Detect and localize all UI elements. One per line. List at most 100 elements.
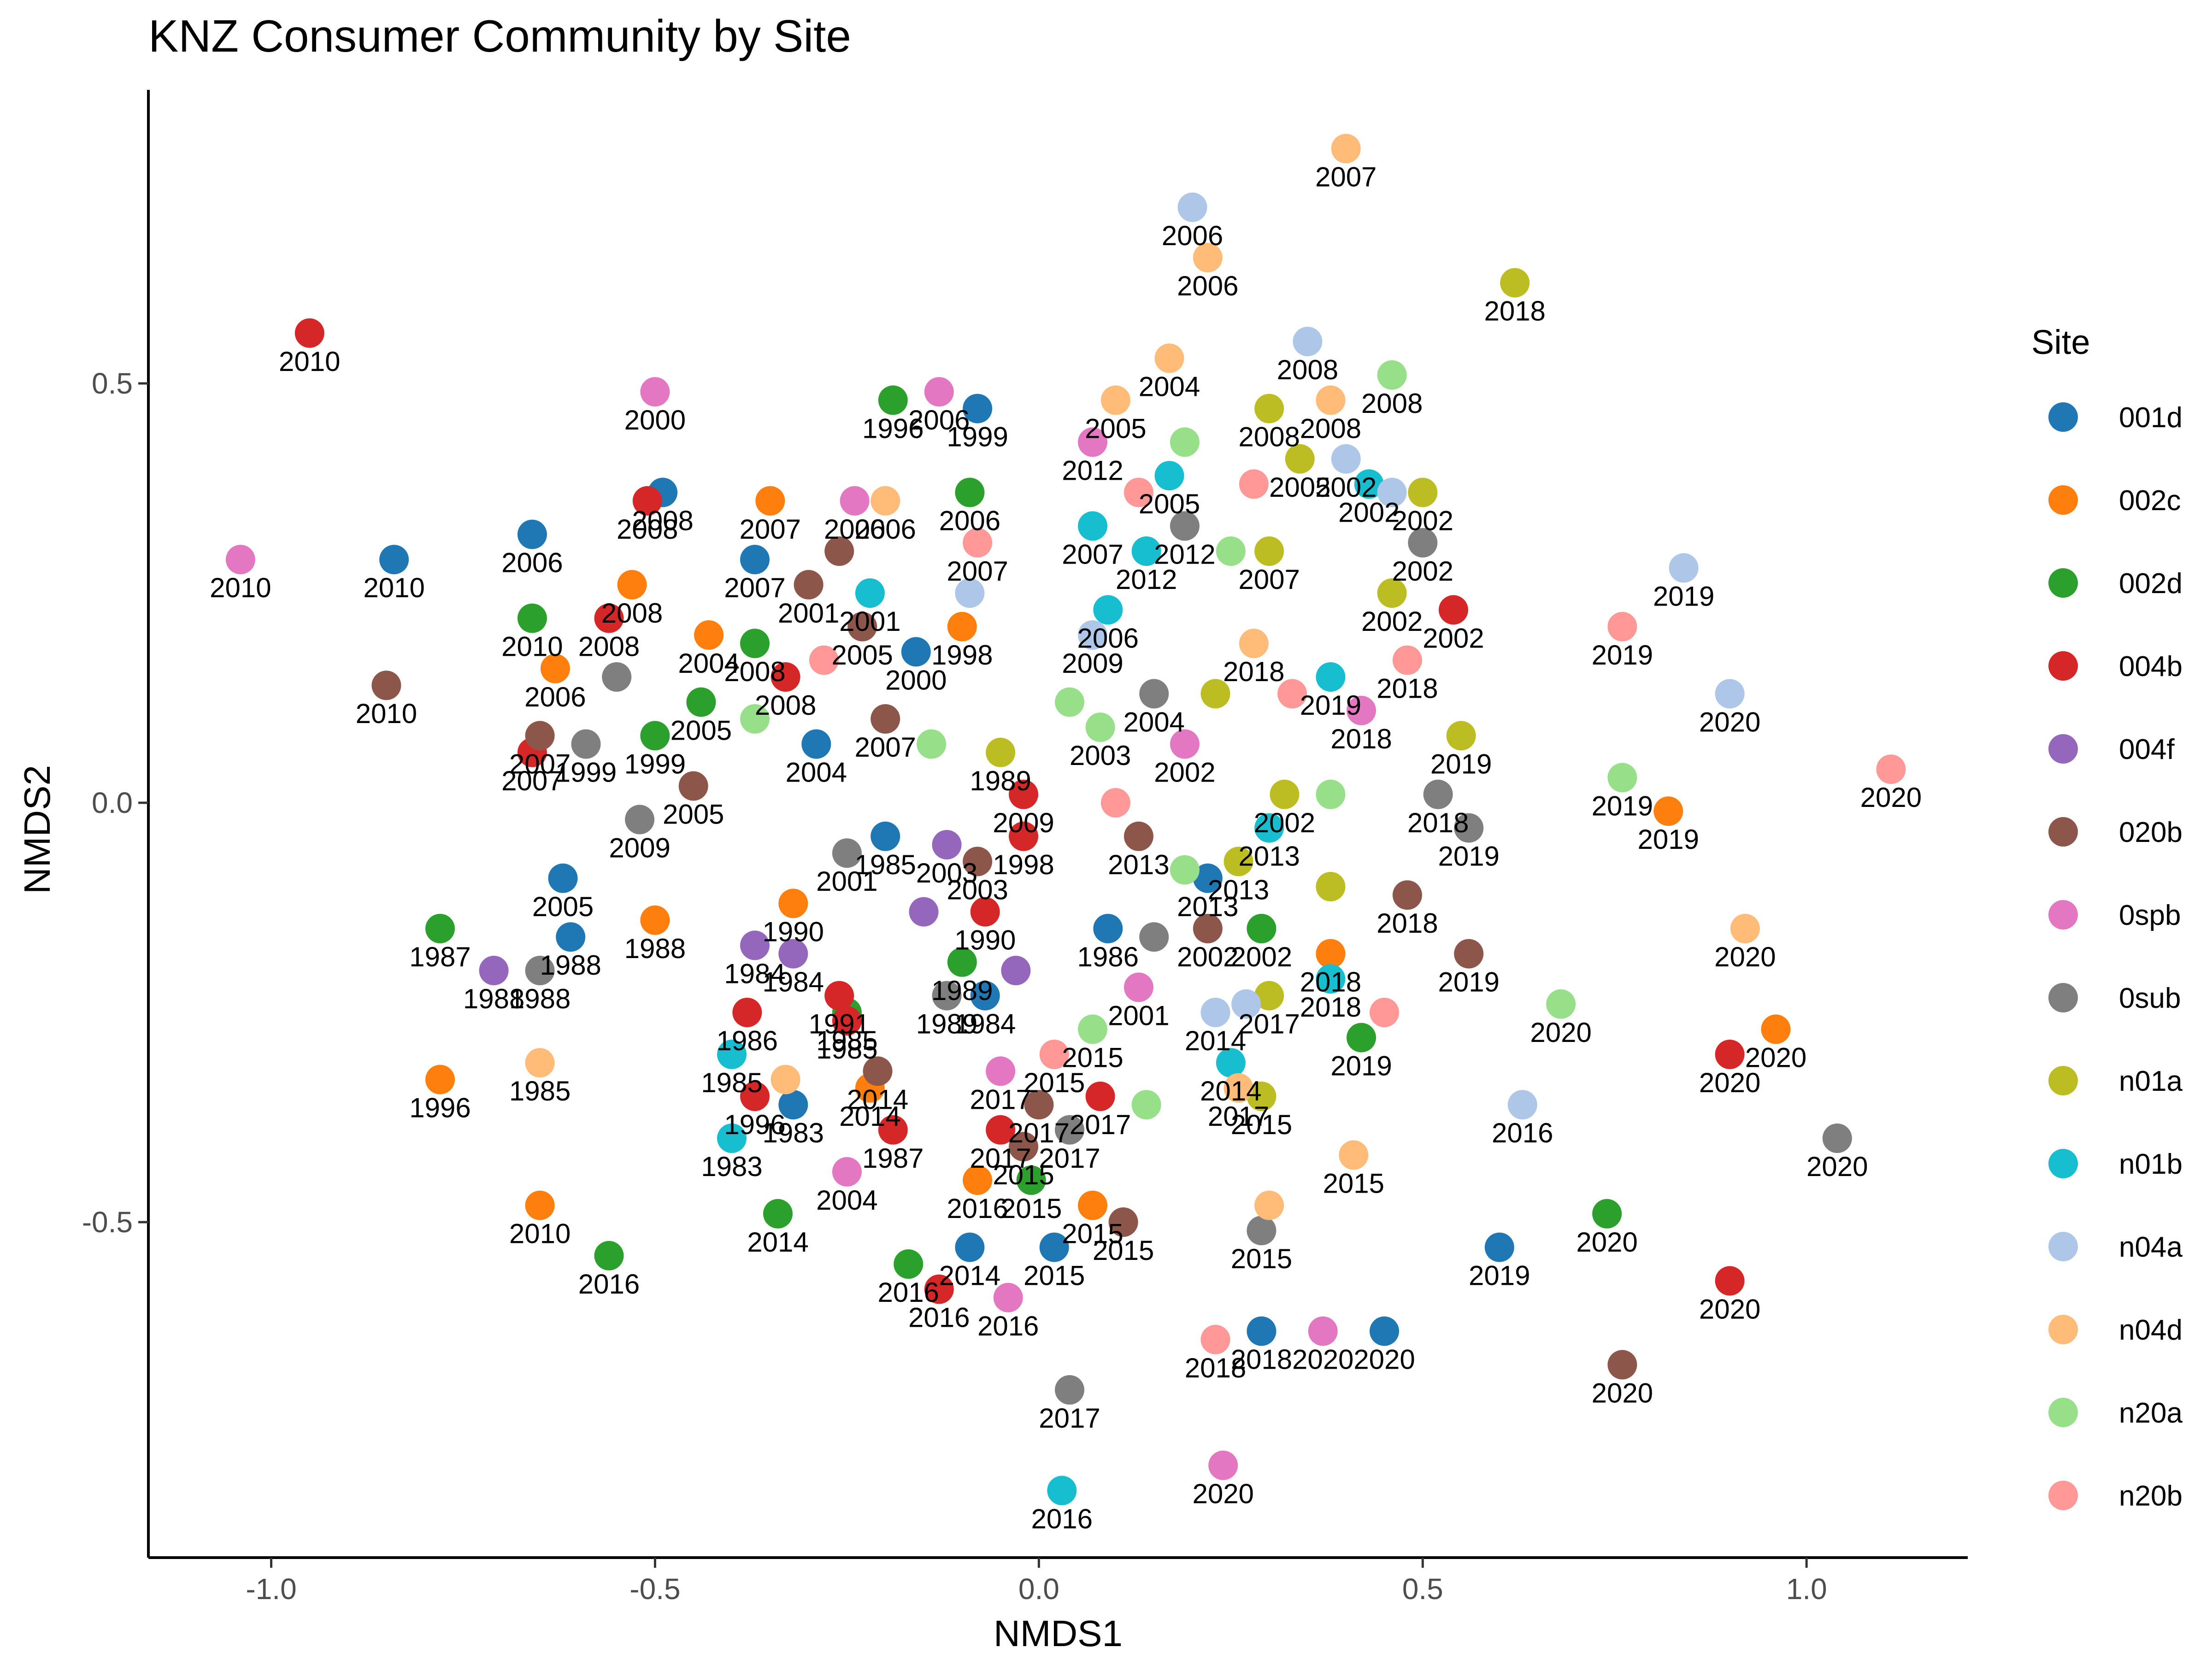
y-axis-title: NMDS2	[17, 765, 58, 894]
point-001d	[778, 1090, 808, 1120]
y-tick-label: -0.5	[82, 1206, 133, 1239]
point-0sub	[1408, 528, 1438, 558]
x-tick-label: -0.5	[629, 1572, 680, 1606]
point-label: 2020	[1576, 1227, 1637, 1258]
point-label: 2004	[1139, 371, 1200, 402]
point-0sub	[1139, 679, 1169, 709]
point-n04a	[1377, 477, 1407, 507]
point-n01a	[986, 737, 1016, 767]
point-label: 2018	[1231, 1344, 1292, 1375]
point-label: 2006	[1177, 271, 1238, 301]
point-0sub	[832, 838, 862, 868]
legend-key-0sub	[2048, 983, 2078, 1012]
point-label: 2009	[609, 832, 670, 863]
point-label: 2004	[786, 757, 847, 788]
point-label: 2017	[1238, 1009, 1300, 1040]
point-0sub	[571, 729, 601, 759]
point-label: 2016	[877, 1277, 939, 1308]
point-n04d	[771, 1065, 800, 1094]
x-tick-label: 0.5	[1402, 1572, 1443, 1606]
point-n01b	[717, 1124, 747, 1153]
point-label: 2007	[509, 748, 571, 779]
point-label: 2007	[724, 572, 785, 603]
point-label: 2008	[1361, 388, 1423, 419]
legend-label: 0spb	[2119, 900, 2181, 931]
point-label: 2014	[747, 1227, 808, 1258]
point-label: 2015	[1062, 1042, 1123, 1073]
point-label: 1989	[931, 975, 993, 1006]
point-label: 2019	[1438, 967, 1499, 998]
point-label: 1988	[463, 983, 524, 1014]
point-n01a	[1377, 578, 1407, 608]
point-label: 2006	[854, 514, 916, 545]
legend-key-020b	[2048, 817, 2078, 847]
point-004b	[771, 662, 800, 692]
point-n01b	[1216, 1048, 1246, 1078]
point-label: 2005	[671, 715, 732, 746]
point-label: 2019	[1430, 748, 1492, 779]
point-020b	[794, 570, 824, 600]
point-020b	[824, 536, 854, 566]
point-label: 1996	[724, 1109, 785, 1140]
point-label: 2016	[947, 1193, 1008, 1224]
point-label: 2012	[1116, 564, 1177, 595]
legend-label: 002c	[2119, 485, 2181, 517]
point-n20b	[1239, 469, 1269, 499]
x-tick-label: -1.0	[246, 1572, 296, 1606]
point-n04a	[1293, 327, 1323, 356]
point-004b	[1715, 1266, 1745, 1296]
point-020b	[1193, 914, 1223, 943]
point-0spb	[1124, 972, 1153, 1002]
legend-label: n20a	[2119, 1397, 2183, 1429]
point-020b	[371, 671, 401, 700]
point-label: 2002	[1231, 941, 1292, 972]
point-002d	[1347, 1023, 1376, 1053]
point-label: 2006	[1162, 220, 1223, 251]
y-tick-label: 0.5	[92, 367, 133, 400]
point-n01b	[1316, 964, 1346, 994]
point-label: 2004	[678, 648, 739, 679]
point-label: 2014	[1200, 1076, 1261, 1106]
point-0spb	[1078, 427, 1107, 457]
point-label: 2004	[816, 1185, 877, 1216]
point-002c	[694, 620, 724, 650]
point-label: 2010	[509, 1218, 571, 1249]
point-n01a	[1285, 444, 1315, 474]
point-n04a	[1331, 444, 1361, 474]
point-label: 2010	[210, 572, 271, 603]
point-label: 2020	[1806, 1151, 1868, 1182]
point-n01b	[855, 578, 885, 608]
point-002d	[740, 629, 770, 659]
point-n01a	[1270, 779, 1300, 809]
point-label: 2018	[1223, 656, 1284, 687]
point-label: 2019	[1438, 841, 1499, 872]
point-n20b	[1392, 645, 1422, 675]
point-004b	[970, 897, 1000, 927]
point-n20a	[1216, 536, 1246, 566]
point-label: 2007	[1062, 539, 1123, 570]
point-label: 1985	[816, 1025, 877, 1056]
legend-label: n20b	[2119, 1480, 2183, 1512]
point-n04d	[1316, 385, 1346, 415]
legend-key-002d	[2048, 568, 2078, 598]
point-001d	[871, 821, 900, 851]
point-002c	[755, 486, 785, 516]
point-0sub	[1055, 1375, 1084, 1405]
point-label: 1991	[808, 1009, 870, 1040]
point-label: 2015	[1062, 1218, 1123, 1249]
point-label: 2014	[1185, 1025, 1246, 1056]
point-n20a	[917, 729, 947, 759]
point-002c	[1078, 1190, 1107, 1220]
point-004b	[878, 1115, 908, 1145]
point-label: 2016	[977, 1311, 1039, 1341]
point-label: 2008	[578, 631, 640, 662]
point-001d	[740, 545, 770, 575]
point-n20a	[1085, 712, 1115, 742]
point-label: 1983	[701, 1151, 762, 1182]
point-0spb	[225, 545, 255, 575]
point-n04d	[1254, 1190, 1284, 1220]
point-001d	[801, 729, 831, 759]
point-label: 2013	[1238, 841, 1300, 872]
point-0sub	[602, 662, 632, 692]
point-label: 2012	[1154, 539, 1215, 570]
